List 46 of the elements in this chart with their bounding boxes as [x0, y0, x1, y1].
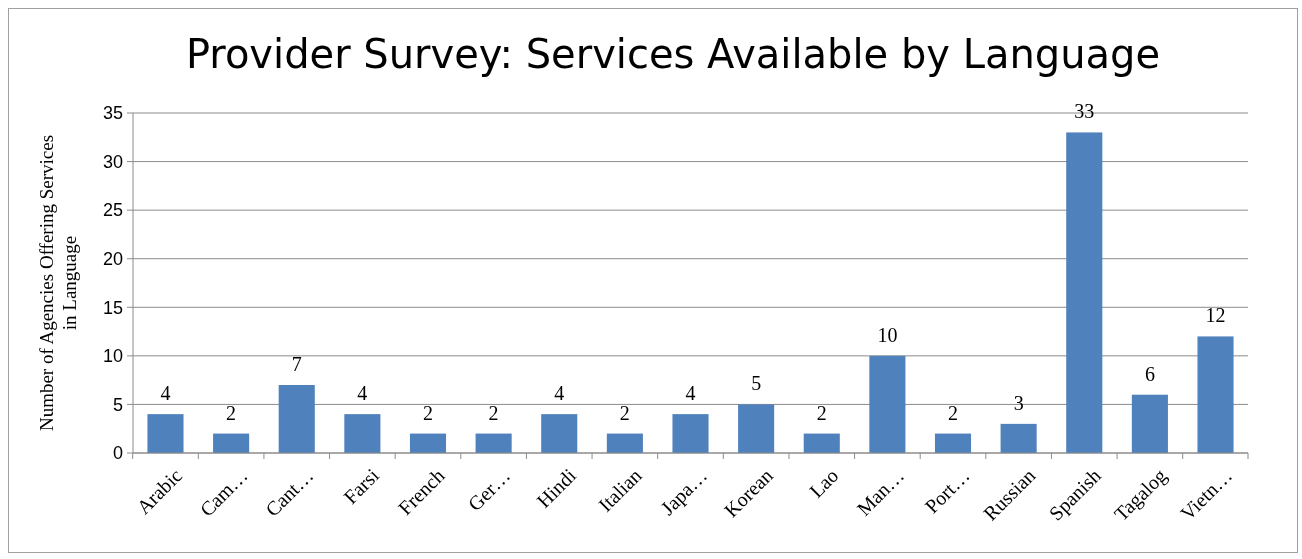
bar — [672, 414, 709, 453]
bar — [738, 404, 775, 453]
data-label: 10 — [877, 323, 898, 346]
data-label: 12 — [1205, 304, 1226, 327]
y-tick-label: 20 — [102, 249, 123, 270]
chart-title: Provider Survey: Services Available by Language — [185, 31, 1161, 77]
data-label: 4 — [357, 382, 368, 405]
data-label: 2 — [816, 401, 827, 424]
data-label: 2 — [488, 401, 499, 424]
data-label: 2 — [619, 401, 630, 424]
bar — [1197, 336, 1234, 453]
bar — [1131, 394, 1168, 453]
bar — [409, 433, 447, 453]
bar — [869, 355, 906, 453]
y-tick-label: 5 — [112, 394, 123, 415]
bar — [1066, 132, 1103, 453]
data-label: 2 — [422, 401, 433, 424]
data-label: 2 — [948, 401, 959, 424]
data-label: 4 — [160, 382, 171, 405]
y-tick-label: 25 — [102, 200, 123, 221]
data-label: 3 — [1013, 391, 1024, 414]
bar — [147, 414, 184, 453]
x-tick-label: Ger… — [463, 464, 515, 516]
data-label: 5 — [751, 372, 762, 395]
bar — [344, 414, 381, 453]
bar — [606, 433, 643, 453]
data-label: 4 — [554, 382, 565, 405]
y-axis-title: Number of Agencies Offering Services in Language — [36, 134, 80, 432]
bar — [1000, 423, 1037, 453]
x-tick-label: Lao — [804, 464, 843, 502]
bar — [934, 433, 972, 453]
bar — [541, 414, 578, 453]
bar — [475, 433, 512, 453]
data-label: 33 — [1074, 100, 1095, 123]
bar — [803, 433, 840, 453]
data-label: 6 — [1144, 362, 1155, 385]
y-tick-label: 15 — [102, 297, 123, 318]
y-tick-label: 35 — [102, 103, 123, 124]
y-tick-label: 30 — [102, 151, 123, 172]
bar — [278, 385, 315, 453]
data-label: 4 — [685, 382, 696, 405]
y-tick-label: 0 — [112, 443, 123, 464]
bar — [213, 433, 250, 453]
y-tick-label: 10 — [102, 346, 123, 367]
data-label: 7 — [291, 353, 302, 375]
data-label: 2 — [226, 401, 237, 424]
